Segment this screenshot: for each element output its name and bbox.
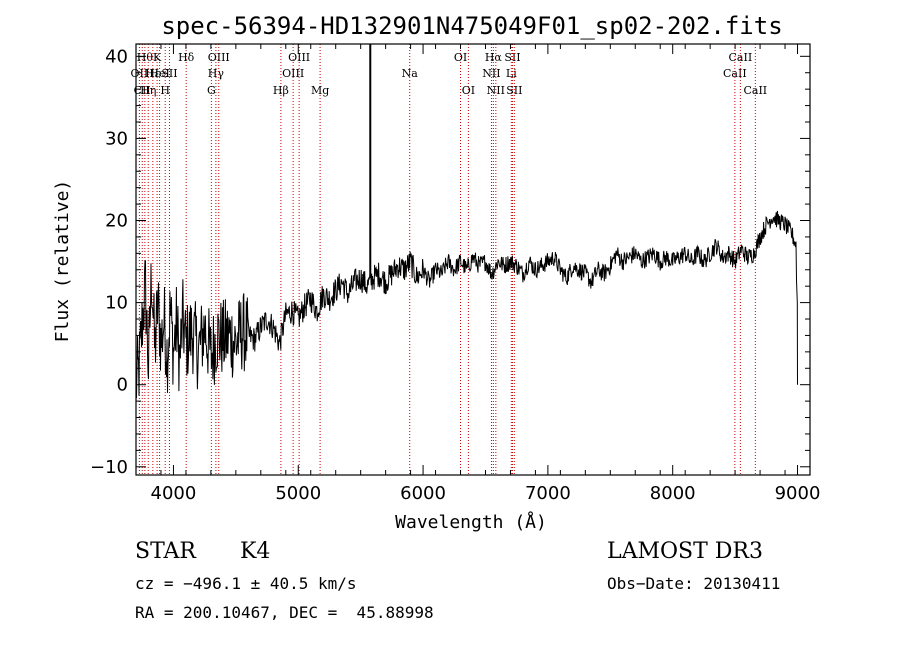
y-tick-label-2: 10 [105, 293, 128, 314]
x-axis-label: Wavelength (Å) [395, 511, 547, 533]
marker-label-20: NII [482, 67, 500, 80]
marker-label-17: Na [402, 67, 419, 80]
chart-title: spec-56394-HD132901N475049F01_sp02-202.f… [161, 12, 782, 40]
y-tick-label-1: 0 [117, 375, 128, 396]
coordinates: RA = 200.10467, DEC = 45.88998 [135, 603, 434, 622]
marker-label-7: H [160, 84, 170, 97]
x-tick-label-3: 7000 [525, 483, 571, 504]
marker-label-13: Hβ [273, 84, 289, 97]
marker-label-8: SII [161, 67, 177, 80]
y-tick-label-0: −10 [90, 457, 128, 478]
marker-label-2: Hθ [137, 51, 154, 64]
y-axis-label: Flux (relative) [52, 180, 73, 343]
marker-label-27: CaII [729, 51, 753, 64]
marker-label-16: Mg [311, 84, 329, 97]
x-tick-label-4: 8000 [650, 483, 696, 504]
marker-label-15: OIII [288, 51, 310, 64]
marker-label-5: K [153, 51, 162, 64]
observation-date: Obs−Date: 20130411 [607, 574, 781, 593]
marker-label-4: Hε [145, 67, 161, 80]
marker-label-21: Hα [485, 51, 503, 64]
spectral-subclass: K4 [240, 539, 271, 564]
marker-label-10: G [207, 84, 216, 97]
marker-label-23: Li [506, 67, 517, 80]
x-tick-label-2: 6000 [400, 483, 446, 504]
marker-label-9: Hδ [178, 51, 195, 64]
spectrum-line [135, 210, 798, 399]
x-tick-label-5: 9000 [775, 483, 821, 504]
marker-label-0: OII [131, 67, 149, 80]
plot-frame [135, 43, 811, 476]
emission-line-markers: OIICIIHθHηHεKHeIHSIIHδGHγOIIIHβOIIIOIIIM… [131, 44, 767, 475]
y-tick-label-5: 40 [105, 46, 128, 67]
object-class: STAR [135, 539, 196, 564]
marker-label-11: Hγ [208, 67, 225, 80]
marker-label-3: Hη [140, 84, 156, 97]
marker-label-25: SII [506, 84, 522, 97]
marker-label-24: SII [504, 51, 520, 64]
marker-label-18: OI [454, 51, 467, 64]
axis-ticks: 4000 5000 6000 7000 8000 9000 −10 0 10 20 30 40 [90, 44, 820, 504]
y-tick-label-4: 30 [105, 128, 128, 149]
y-tick-label-3: 20 [105, 211, 128, 232]
marker-label-14: OIII [282, 67, 304, 80]
survey-name: LAMOST DR3 [607, 539, 763, 564]
marker-label-6: HeI [149, 67, 169, 80]
marker-label-26: CaII [723, 67, 747, 80]
x-tick-label-0: 4000 [151, 483, 197, 504]
marker-label-19: OI [462, 84, 475, 97]
redshift-cz: cz = −496.1 ± 40.5 km/s [135, 574, 357, 593]
marker-label-12: OIII [208, 51, 230, 64]
marker-label-22: NII [487, 84, 505, 97]
x-tick-label-1: 5000 [275, 483, 321, 504]
marker-label-1: CII [134, 84, 151, 97]
marker-label-28: CaII [743, 84, 767, 97]
